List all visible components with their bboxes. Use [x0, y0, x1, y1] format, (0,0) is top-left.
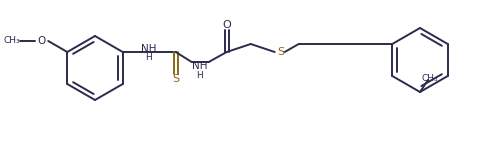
- Text: S: S: [277, 47, 284, 57]
- Text: O: O: [222, 20, 231, 30]
- Text: NH: NH: [192, 61, 208, 71]
- Text: NH: NH: [141, 44, 157, 54]
- Text: O: O: [37, 36, 45, 46]
- Text: S: S: [172, 74, 179, 84]
- Text: CH₃: CH₃: [4, 36, 21, 44]
- Text: H: H: [196, 70, 203, 80]
- Text: H: H: [145, 54, 152, 62]
- Text: CH₃: CH₃: [422, 74, 438, 83]
